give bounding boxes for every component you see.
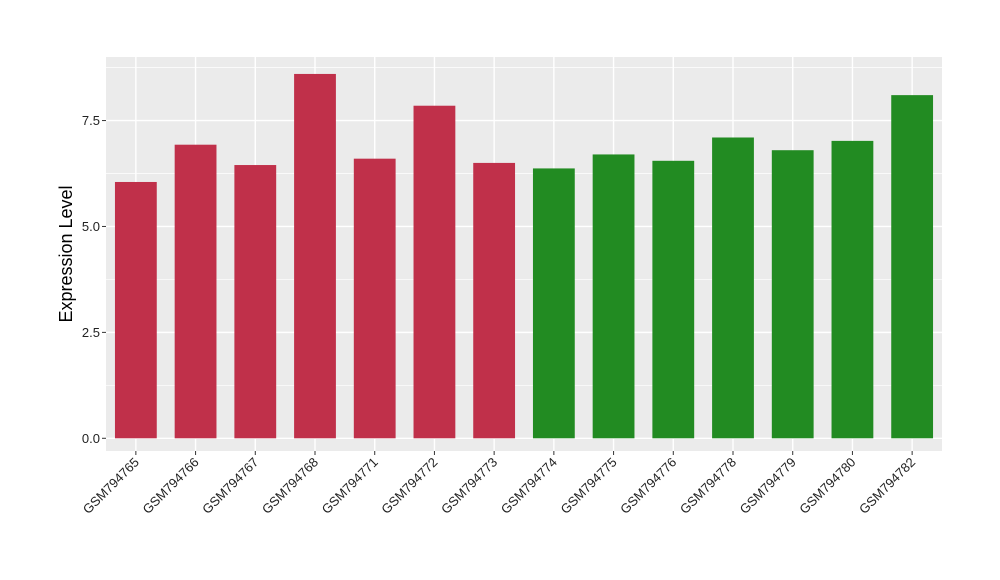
x-tick-label: GSM794782 (856, 455, 918, 517)
bar-GSM794780 (831, 140, 874, 439)
x-tick-label: GSM794778 (677, 455, 739, 517)
x-tick-label: GSM794773 (438, 455, 500, 517)
x-tick-label: GSM794771 (319, 455, 381, 517)
bar-GSM794776 (652, 160, 695, 439)
bar-GSM794766 (174, 144, 217, 439)
bar-GSM794765 (114, 181, 157, 439)
x-tick-label: GSM794776 (617, 455, 679, 517)
y-tick-label: 7.5 (82, 113, 100, 128)
bar-GSM794772 (413, 105, 456, 439)
bar-GSM794771 (353, 158, 396, 439)
x-axis: GSM794765GSM794766GSM794767GSM794768GSM7… (80, 451, 918, 517)
x-tick-label: GSM794766 (139, 455, 201, 517)
y-tick-label: 2.5 (82, 325, 100, 340)
x-tick-label: GSM794774 (498, 455, 560, 517)
x-tick-label: GSM794768 (259, 455, 321, 517)
y-axis-title: Expression Level (56, 185, 76, 322)
x-tick-label: GSM794779 (737, 455, 799, 517)
x-tick-label: GSM794767 (199, 455, 261, 517)
bar-GSM794768 (294, 73, 336, 439)
plot-panel (106, 57, 942, 451)
y-tick-label: 5.0 (82, 219, 100, 234)
bar-GSM794775 (592, 154, 635, 439)
bar-GSM794774 (532, 168, 575, 439)
bar-GSM794767 (234, 165, 277, 439)
x-tick-label: GSM794765 (80, 455, 142, 517)
x-tick-label: GSM794780 (796, 455, 858, 517)
bar-GSM794779 (771, 150, 814, 439)
x-tick-label: GSM794772 (378, 455, 440, 517)
x-tick-label: GSM794775 (557, 455, 619, 517)
y-tick-label: 0.0 (82, 431, 100, 446)
bar-GSM794773 (473, 162, 516, 439)
bar-series (114, 73, 934, 439)
bar-GSM794782 (891, 95, 934, 439)
bar-GSM794778 (712, 137, 754, 439)
y-axis: 0.0 2.5 5.0 7.5 (82, 113, 106, 446)
